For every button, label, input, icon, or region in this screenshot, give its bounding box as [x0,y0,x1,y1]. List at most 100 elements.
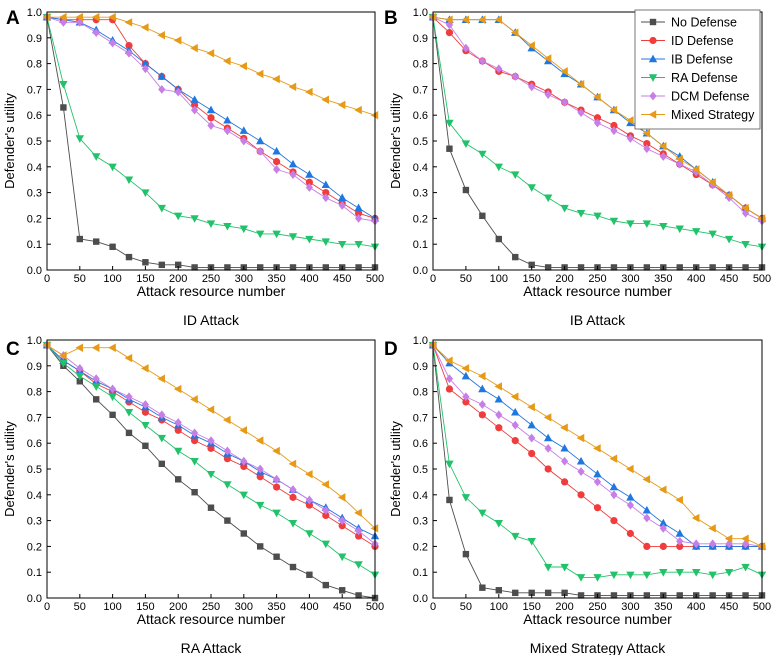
x-axis-label: Attack resource number [523,283,672,299]
data-point [355,532,363,540]
data-point [543,413,552,422]
y-tick-label: 0.9 [27,361,42,373]
data-point [742,592,749,599]
data-point [643,139,651,148]
data-point [477,15,486,24]
legend-marker [648,54,658,63]
y-tick-label: 1.0 [413,335,428,347]
data-point [576,433,585,443]
data-point [626,492,635,501]
data-point [446,145,453,152]
y-tick-label: 0.5 [413,136,428,148]
data-point [142,442,149,449]
legend-label: No Defense [671,16,737,30]
data-point [643,513,651,523]
data-point [158,85,166,94]
plot-frame [46,11,376,271]
y-tick-label: 0.5 [27,464,42,476]
data-point [709,264,716,271]
y-tick-label: 0.3 [27,516,42,528]
data-point [355,214,363,223]
data-point [59,360,68,368]
data-point [321,540,330,549]
data-point [478,411,486,419]
data-point [561,97,569,107]
data-point [561,478,569,486]
data-point [642,475,651,484]
x-tick-label: 50 [74,273,86,285]
data-point [354,508,362,518]
data-point [643,144,651,154]
data-point [478,384,487,393]
panel-letter: A [6,8,20,29]
data-point [593,118,602,128]
data-point [273,158,281,166]
data-point [322,581,329,589]
y-tick-label: 0.9 [413,33,428,45]
data-point [223,115,232,124]
x-tick-label: 150 [136,273,154,285]
data-point [528,589,535,597]
x-tick-label: 200 [169,601,187,613]
data-point [511,532,520,541]
x-tick-label: 400 [687,601,705,613]
data-point [224,264,231,271]
data-point [339,587,346,594]
data-point [626,464,634,474]
data-point [659,222,668,231]
data-point [322,505,330,515]
data-point [560,423,568,432]
data-point [108,343,116,352]
y-tick-label: 0.8 [27,387,42,399]
x-tick-label: 300 [621,273,639,285]
data-point [610,490,618,500]
data-point [510,392,519,401]
data-point [190,43,198,53]
data-point [479,584,486,591]
y-tick-label: 0.3 [413,188,428,200]
data-point [322,264,329,271]
chart-title: IB Attack [570,312,626,328]
data-point [224,517,231,524]
data-point [322,511,330,520]
data-point [75,343,83,352]
data-point [239,491,248,500]
data-point [626,571,635,580]
chart-title: Mixed Strategy Attack [530,640,666,655]
panel-letter: B [384,8,398,29]
data-point [141,421,150,430]
data-point [445,29,454,37]
data-point [305,469,313,479]
data-point [239,61,247,71]
y-axis-label: Defender's utility [388,93,403,189]
data-point [272,446,280,456]
data-point [255,436,264,445]
data-point [59,351,67,360]
y-tick-label: 0.3 [27,188,42,200]
data-point [642,129,651,138]
data-point [354,203,363,212]
legend-entry-ib-defense: IB Defense [641,53,733,67]
data-point [289,264,297,271]
y-tick-label: 0.9 [27,33,42,45]
y-tick-label: 0.2 [413,213,428,225]
data-point [108,163,117,172]
data-point [609,217,619,226]
data-point [173,36,182,45]
data-point [708,178,716,187]
series-dcm-defense [429,340,766,551]
data-point [76,363,84,373]
data-point [338,201,346,210]
series-mixed-strategy [42,340,379,533]
data-point [60,104,67,111]
data-point [305,178,313,186]
x-tick-label: 300 [235,601,253,613]
data-point [676,264,683,271]
data-point [59,12,67,22]
data-point [206,49,215,58]
data-point [609,454,618,463]
data-point [593,92,601,102]
data-point [174,418,182,427]
data-point [125,48,133,58]
data-point [338,522,346,530]
